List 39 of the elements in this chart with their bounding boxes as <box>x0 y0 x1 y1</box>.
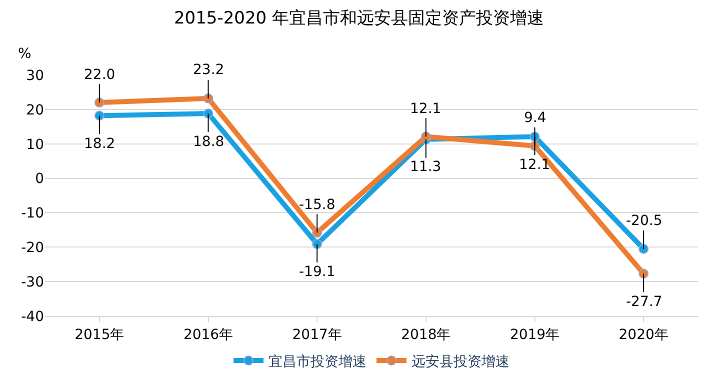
data-label: -15.8 <box>299 197 336 213</box>
data-label: 11.3 <box>410 159 442 175</box>
data-label: 12.1 <box>519 157 550 173</box>
legend-label: 远安县投资增速 <box>412 354 510 370</box>
data-label: -19.1 <box>299 264 336 280</box>
chart-title: 2015-2020 年宜昌市和远安县固定资产投资增速 <box>174 8 544 29</box>
x-tick-label: 2019年 <box>510 326 560 343</box>
data-label: 12.1 <box>410 101 442 117</box>
point <box>638 268 649 279</box>
y-tick-label: 0 <box>35 171 44 188</box>
point <box>312 239 322 250</box>
y-tick-label: -40 <box>21 308 44 325</box>
data-label: -27.7 <box>626 294 662 310</box>
point <box>203 108 214 119</box>
data-label: 18.8 <box>193 134 224 150</box>
point <box>312 228 322 238</box>
x-tick-label: 2018年 <box>401 326 451 343</box>
data-label: -20.5 <box>626 213 662 229</box>
data-label: 9.4 <box>524 110 546 126</box>
x-tick-label: 2017年 <box>292 326 342 343</box>
y-tick-label: -30 <box>21 274 44 290</box>
data-label: 18.2 <box>84 136 116 152</box>
x-tick-label: 2020年 <box>618 326 668 343</box>
x-tick-label: 2015年 <box>74 326 124 343</box>
point <box>94 98 104 108</box>
y-tick-label: 10 <box>26 136 44 153</box>
y-tick-label: -20 <box>21 240 44 256</box>
y-tick-label: 30 <box>26 68 44 84</box>
y-tick-label: -10 <box>21 206 44 222</box>
legend-label: 宜昌市投资增速 <box>268 354 366 370</box>
y-axis-title: % <box>18 46 32 62</box>
point <box>420 132 431 142</box>
y-tick-label: 20 <box>26 102 44 118</box>
data-label: 22.0 <box>84 67 116 83</box>
x-tick-label: 2016年 <box>183 326 234 343</box>
data-label: 23.2 <box>193 62 224 78</box>
point <box>203 93 214 104</box>
point <box>638 244 649 254</box>
point <box>94 110 104 121</box>
